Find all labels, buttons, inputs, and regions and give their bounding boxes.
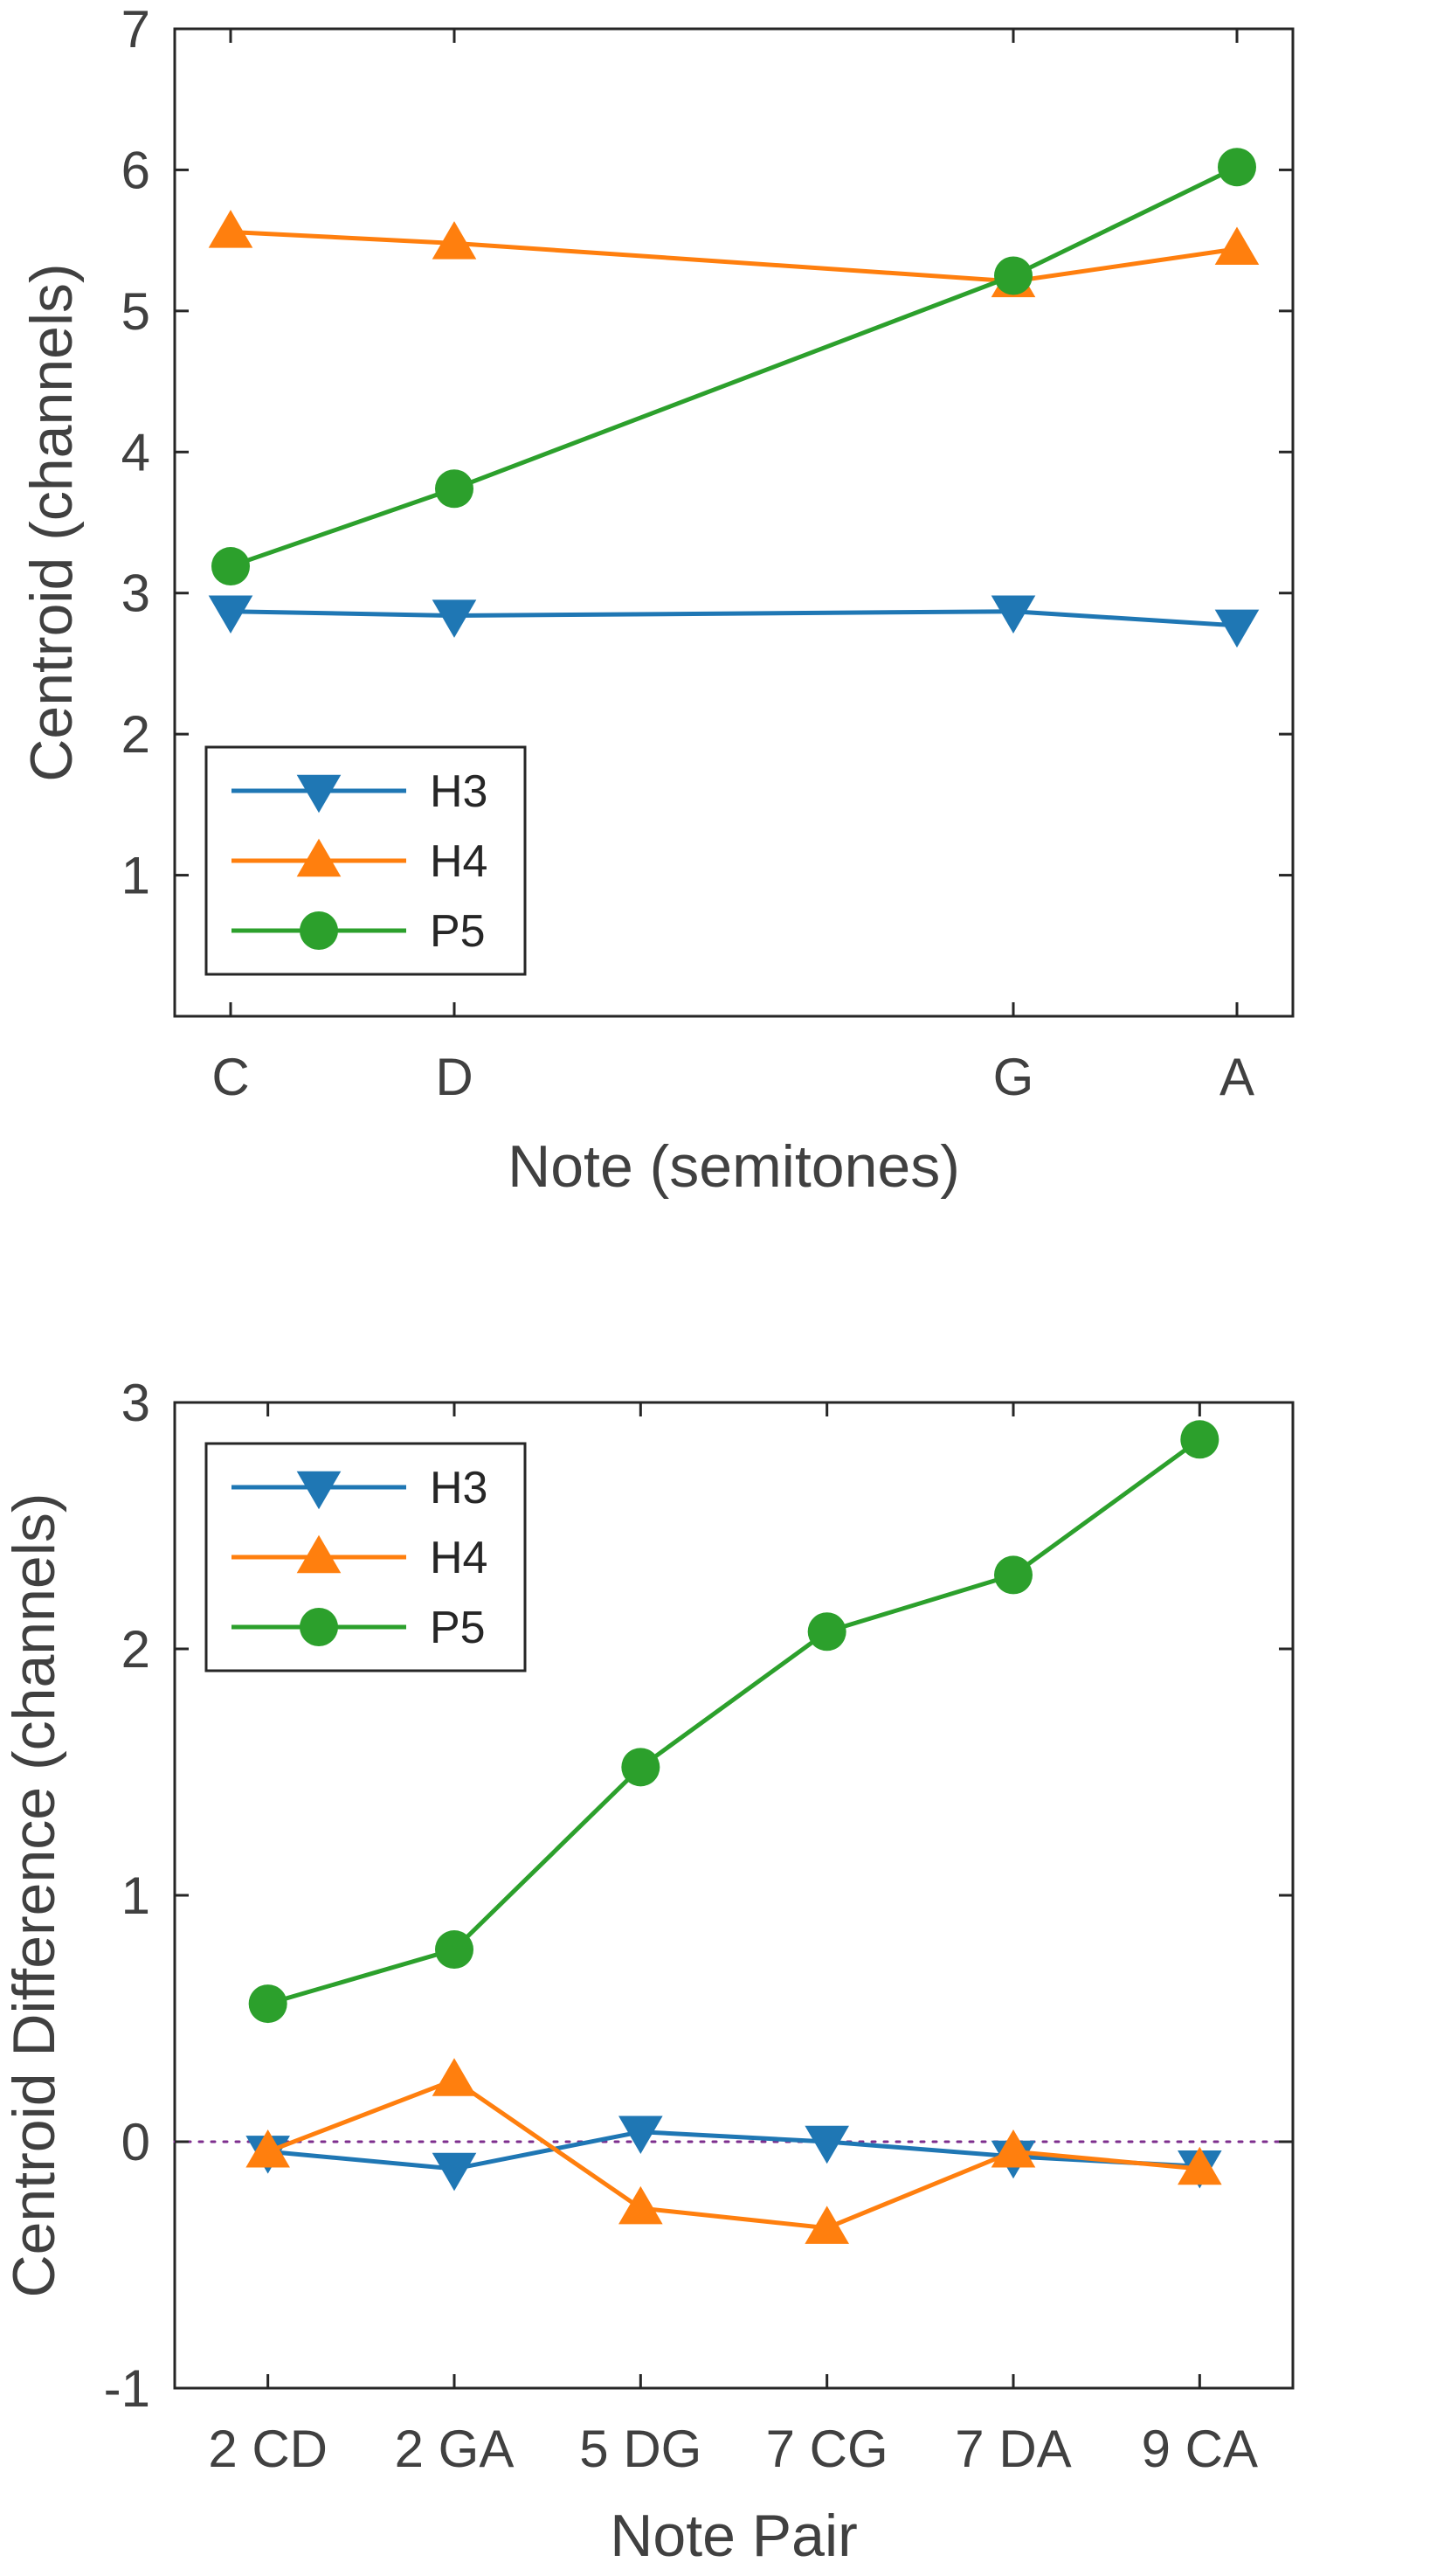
- legend-label: H4: [430, 1533, 487, 1583]
- series-h4: [245, 2058, 1222, 2244]
- legend-marker: [296, 1471, 342, 1510]
- series-group: [245, 1420, 1222, 2244]
- series-h4: [208, 210, 1260, 298]
- legend-label: H4: [430, 836, 487, 887]
- legend-label: H3: [430, 1463, 487, 1513]
- series-line: [230, 164, 1239, 569]
- series-line: [230, 609, 1238, 628]
- data-point: [1180, 1420, 1219, 1459]
- x-tick-label: 7 DA: [955, 2420, 1071, 2478]
- legend-marker: [300, 911, 338, 950]
- x-tick-label: C: [211, 1048, 249, 1106]
- y-axis-label: Centroid Difference (channels): [1, 1493, 67, 2298]
- series-group: [208, 148, 1260, 648]
- y-tick-label: 3: [121, 1374, 150, 1432]
- data-point: [432, 221, 477, 260]
- legend-entry-h4: H4: [231, 1533, 487, 1583]
- y-tick-label: 3: [121, 564, 150, 623]
- data-point: [994, 1555, 1033, 1595]
- legend-marker: [296, 774, 342, 814]
- x-tick-label: 2 GA: [395, 2420, 515, 2478]
- centroid-chart: 1 2 3 4 5 6 7 C D G A Note (semitones) Centroid (…: [18, 0, 1295, 1200]
- series-p5: [211, 148, 1256, 586]
- y-tick-label: 2: [121, 705, 150, 764]
- y-tick-label: 1: [121, 847, 150, 905]
- y-tick-label: 7: [121, 0, 150, 59]
- legend-label: H3: [430, 766, 487, 817]
- data-point: [432, 599, 477, 638]
- series-h3: [208, 595, 1260, 648]
- x-tick-label: D: [435, 1048, 473, 1106]
- data-point: [1214, 226, 1260, 266]
- x-axis-label: Note Pair: [610, 2503, 857, 2569]
- data-point: [211, 547, 250, 586]
- x-tick-label: 7 CG: [766, 2420, 888, 2478]
- data-point: [621, 1748, 660, 1787]
- data-point: [245, 2129, 290, 2168]
- y-tick-label: 5: [121, 282, 150, 341]
- x-tick-labels: 2 CD 2 GA 5 DG 7 CG 7 DA 9 CA: [208, 2420, 1258, 2478]
- legend: H3 H4 P5: [204, 1442, 527, 1672]
- legend-marker: [296, 1534, 342, 1574]
- y-axis-label: Centroid (channels): [18, 263, 85, 781]
- x-axis-label: Note (semitones): [508, 1133, 960, 1200]
- data-point: [435, 1930, 473, 1970]
- series-line: [266, 2077, 1200, 2231]
- legend-entry-h3: H3: [231, 766, 487, 817]
- data-point: [991, 595, 1036, 634]
- legend-entry-h3: H3: [231, 1463, 487, 1513]
- y-tick-label: 6: [121, 141, 150, 199]
- x-tick-label: 5 DG: [579, 2420, 701, 2478]
- data-point: [1214, 609, 1260, 648]
- data-point: [991, 2129, 1036, 2168]
- legend-label: P5: [430, 1603, 486, 1653]
- x-tick-label: A: [1219, 1048, 1254, 1106]
- legend: H3 H4 P5: [204, 745, 527, 976]
- x-tick-label: G: [993, 1048, 1034, 1106]
- x-tick-label: 2 CD: [208, 2420, 328, 2478]
- series-line: [266, 1437, 1201, 2006]
- data-point: [1178, 2146, 1222, 2185]
- data-point: [248, 1984, 287, 2024]
- y-tick-labels: -1 0 1 2 3: [104, 1374, 150, 2418]
- data-point: [208, 595, 253, 634]
- series-h3: [245, 2116, 1222, 2192]
- tick-marks: [175, 1401, 1293, 2390]
- data-point: [432, 2152, 477, 2192]
- legend-marker: [300, 1608, 338, 1646]
- data-point: [208, 210, 253, 248]
- centroid-difference-chart: -1 0 1 2 3 2 CD 2 GA 5 DG 7 CG 7 DA 9 CA Note Pai…: [1, 1374, 1295, 2569]
- data-point: [618, 2185, 663, 2225]
- y-tick-label: 0: [121, 2113, 150, 2171]
- legend-entry-h4: H4: [231, 836, 487, 887]
- data-point: [432, 2058, 477, 2096]
- tick-marks: [175, 27, 1293, 1016]
- y-tick-label: 2: [121, 1620, 150, 1679]
- plot-frame: [173, 27, 1295, 1018]
- y-tick-label: 1: [121, 1866, 150, 1925]
- data-point: [805, 2125, 849, 2164]
- legend-entry-p5: P5: [231, 906, 486, 957]
- legend-marker: [296, 838, 342, 877]
- y-tick-label: -1: [104, 2359, 150, 2418]
- y-tick-labels: 1 2 3 4 5 6 7: [121, 0, 150, 905]
- data-point: [805, 2206, 849, 2244]
- data-point: [994, 256, 1033, 295]
- data-point: [807, 1612, 846, 1652]
- series-p5: [248, 1420, 1219, 2024]
- data-point: [435, 469, 473, 509]
- series-line: [230, 229, 1238, 284]
- data-point: [1218, 148, 1256, 187]
- x-tick-label: 9 CA: [1142, 2420, 1258, 2478]
- y-tick-label: 4: [121, 423, 150, 481]
- legend-entry-p5: P5: [231, 1603, 486, 1653]
- legend-label: P5: [430, 906, 486, 957]
- data-point: [618, 2116, 663, 2155]
- series-line: [267, 2129, 1200, 2171]
